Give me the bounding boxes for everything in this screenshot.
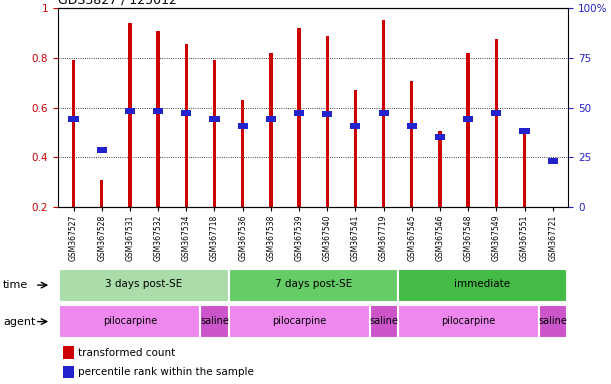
Bar bbox=[213, 60, 216, 207]
Bar bbox=[63, 346, 75, 359]
Bar bbox=[495, 39, 498, 207]
Bar bbox=[547, 158, 558, 164]
Bar bbox=[523, 131, 526, 207]
Bar bbox=[63, 366, 75, 378]
Bar bbox=[438, 131, 442, 207]
Text: percentile rank within the sample: percentile rank within the sample bbox=[78, 367, 254, 377]
Text: time: time bbox=[3, 280, 28, 290]
Text: pilocarpine: pilocarpine bbox=[441, 316, 496, 326]
Text: saline: saline bbox=[369, 316, 398, 326]
Bar bbox=[398, 269, 567, 301]
Bar bbox=[241, 100, 244, 207]
Bar bbox=[379, 109, 389, 116]
Bar bbox=[238, 123, 247, 129]
Bar bbox=[539, 305, 567, 338]
Bar bbox=[407, 123, 417, 129]
Bar bbox=[210, 116, 219, 122]
Text: 3 days post-SE: 3 days post-SE bbox=[105, 280, 183, 290]
Bar bbox=[269, 53, 273, 207]
Bar bbox=[200, 305, 229, 338]
Text: GDS3827 / 125012: GDS3827 / 125012 bbox=[58, 0, 177, 7]
Bar bbox=[370, 305, 398, 338]
Bar bbox=[466, 53, 470, 207]
Bar bbox=[153, 108, 163, 114]
Bar bbox=[463, 116, 474, 122]
Bar bbox=[322, 111, 332, 117]
Text: pilocarpine: pilocarpine bbox=[103, 316, 157, 326]
Bar bbox=[59, 305, 200, 338]
Bar bbox=[398, 305, 539, 338]
Bar bbox=[298, 28, 301, 207]
Text: saline: saline bbox=[200, 316, 229, 326]
Bar bbox=[156, 31, 160, 207]
Bar bbox=[354, 90, 357, 207]
Bar bbox=[410, 81, 414, 207]
Bar bbox=[185, 44, 188, 207]
Bar bbox=[382, 20, 386, 207]
Bar bbox=[266, 116, 276, 122]
Bar bbox=[229, 305, 370, 338]
Text: agent: agent bbox=[3, 316, 35, 327]
Text: transformed count: transformed count bbox=[78, 348, 176, 358]
Bar bbox=[100, 180, 103, 207]
Bar bbox=[59, 269, 229, 301]
Text: 7 days post-SE: 7 days post-SE bbox=[274, 280, 352, 290]
Bar bbox=[350, 123, 360, 129]
Text: saline: saline bbox=[538, 316, 567, 326]
Bar bbox=[181, 109, 191, 116]
Bar bbox=[68, 116, 79, 122]
Bar bbox=[294, 109, 304, 116]
Bar bbox=[97, 147, 107, 153]
Bar bbox=[72, 60, 75, 207]
Text: pilocarpine: pilocarpine bbox=[272, 316, 326, 326]
Bar bbox=[519, 128, 530, 134]
Bar bbox=[326, 36, 329, 207]
Bar bbox=[435, 134, 445, 141]
Bar bbox=[125, 108, 135, 114]
Text: immediate: immediate bbox=[454, 280, 510, 290]
Bar bbox=[128, 23, 131, 207]
Bar bbox=[491, 109, 502, 116]
Bar bbox=[229, 269, 398, 301]
